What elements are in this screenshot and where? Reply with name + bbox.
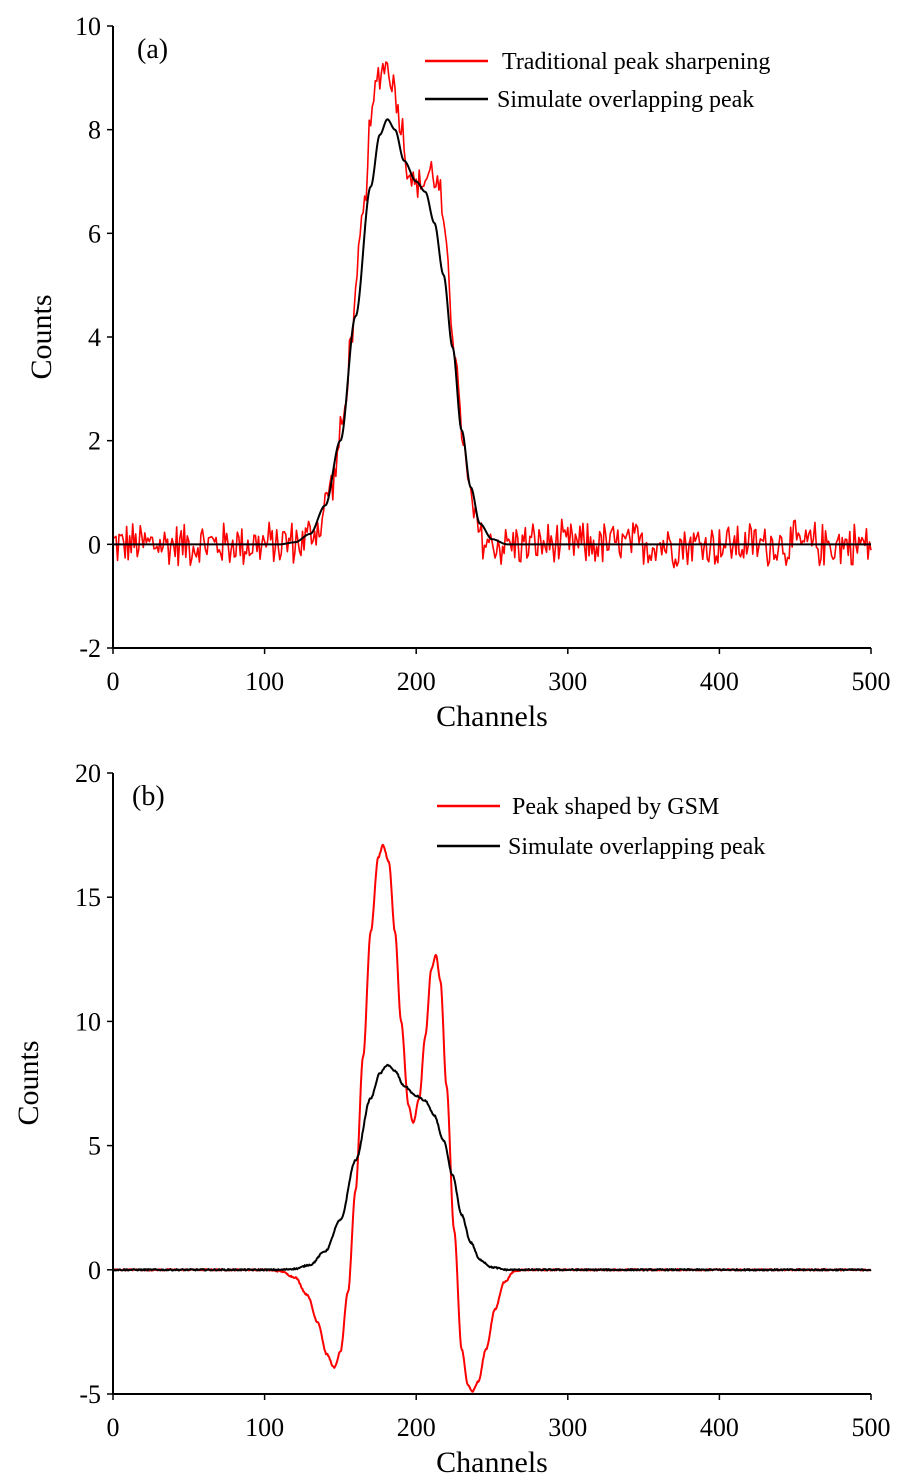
panel-b-y-tick-label: 15 [75, 883, 101, 912]
panel-b-x-tick-label: 200 [397, 1413, 436, 1442]
panel-b-y-label: Counts [12, 1040, 45, 1125]
panel-b-series-0-line [112, 843, 872, 1393]
panel-b-y-tick-label: 0 [88, 1256, 101, 1285]
panel-b-legend-gsm: Peak shaped by GSM [512, 794, 719, 820]
panel-a-y-tick-label: 8 [88, 116, 101, 145]
panel-a-x-tick-label: 200 [397, 667, 436, 696]
panel-a-y-tick-label: -2 [79, 634, 101, 663]
panel-a-legend: Traditional peak sharpening Simulate ove… [425, 49, 770, 113]
panel-a-y-tick-label: 10 [75, 12, 101, 41]
panel-a-x-tick-label: 500 [852, 667, 891, 696]
panel-b-label: (b) [132, 781, 165, 812]
panel-a-y-tick-label: 0 [88, 530, 101, 559]
panel-a-y-tick-label: 4 [88, 323, 101, 352]
panel-a-x-tick-label: 100 [245, 667, 284, 696]
panel-a-x-label: Channels [436, 700, 548, 733]
panel-a-legend-traditional: Traditional peak sharpening [502, 49, 770, 75]
panel-a-label: (a) [137, 34, 168, 65]
panel-a-series [112, 61, 872, 569]
panel-a-y-tick-label: 6 [88, 219, 101, 248]
panel-b-x-tick-label: 300 [548, 1413, 587, 1442]
panel-a-y-label: Counts [25, 294, 58, 379]
panel-a-series-0-line [112, 61, 872, 569]
panel-b-x-tick-label: 0 [107, 1413, 120, 1442]
panel-a-series-1-line [112, 118, 872, 546]
panel-a-x-tick-label: 300 [548, 667, 587, 696]
panel-b-x-tick-label: 100 [245, 1413, 284, 1442]
panel-a-x-tick-label: 400 [700, 667, 739, 696]
panel-b-y-tick-label: 5 [88, 1132, 101, 1161]
panel-a-legend-simulate: Simulate overlapping peak [497, 87, 754, 113]
panel-b-y-tick-label: -5 [79, 1380, 101, 1409]
panel-b-series [112, 843, 872, 1393]
panel-b-y-tick-label: 10 [75, 1007, 101, 1036]
panel-b-x-tick-label: 500 [852, 1413, 891, 1442]
panel-a-x-tick-label: 0 [107, 667, 120, 696]
panel-b-x-label: Channels [436, 1446, 548, 1479]
panel-b-x-tick-label: 400 [700, 1413, 739, 1442]
panel-b-legend-simulate: Simulate overlapping peak [508, 834, 765, 860]
panel-b-series-1-line [112, 1063, 872, 1272]
panel-b-legend: Peak shaped by GSM Simulate overlapping … [437, 794, 765, 860]
panel-a-y-tick-label: 2 [88, 427, 101, 456]
panel-b-y-tick-label: 20 [75, 759, 101, 788]
